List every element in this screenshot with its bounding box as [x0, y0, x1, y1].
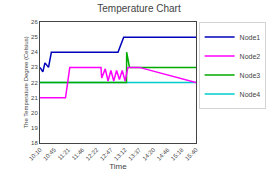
svg-text:10:45: 10:45	[42, 146, 57, 161]
svg-text:Node2: Node2	[240, 53, 261, 60]
svg-text:15:18: 15:18	[170, 146, 185, 161]
svg-text:12:22: 12:22	[85, 146, 100, 161]
svg-text:Node4: Node4	[240, 91, 261, 98]
svg-text:12:47: 12:47	[99, 146, 114, 161]
svg-text:Time: Time	[109, 162, 127, 171]
svg-text:11:46: 11:46	[71, 146, 86, 161]
svg-text:14:20: 14:20	[141, 146, 156, 161]
svg-text:23: 23	[31, 64, 38, 70]
svg-text:Temperature Chart: Temperature Chart	[97, 3, 181, 14]
svg-text:11:21: 11:21	[57, 146, 72, 161]
svg-text:10:10: 10:10	[28, 146, 43, 161]
svg-text:13:37: 13:37	[127, 146, 142, 161]
svg-text:25: 25	[31, 34, 38, 40]
svg-text:13:12: 13:12	[113, 146, 128, 161]
svg-text:14:46: 14:46	[156, 146, 171, 161]
svg-text:Node1: Node1	[240, 34, 261, 41]
svg-text:Node3: Node3	[240, 72, 261, 79]
svg-text:The Temperature Degree (Celsiu: The Temperature Degree (Celsius)	[23, 36, 29, 128]
svg-text:18: 18	[31, 140, 38, 146]
svg-text:20: 20	[31, 110, 38, 116]
svg-text:19: 19	[31, 125, 38, 131]
svg-text:21: 21	[31, 95, 38, 101]
svg-text:26: 26	[31, 19, 38, 25]
svg-text:15:40: 15:40	[184, 146, 199, 161]
svg-text:22: 22	[31, 80, 38, 86]
svg-text:24: 24	[31, 49, 38, 55]
